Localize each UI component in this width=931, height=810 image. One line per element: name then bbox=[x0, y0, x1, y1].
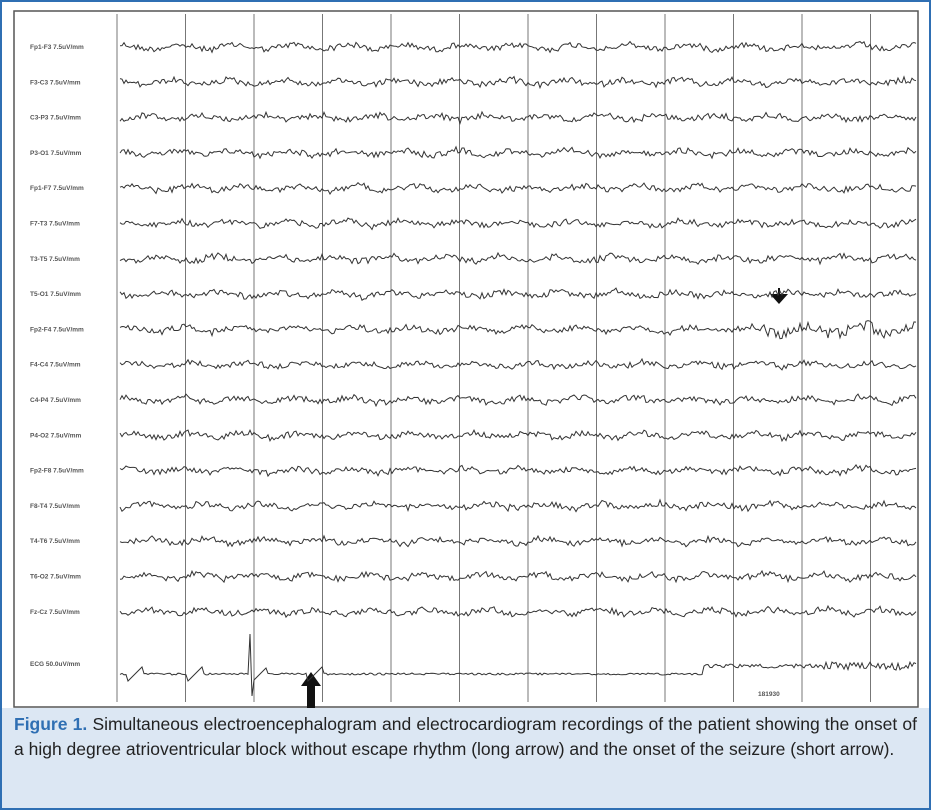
channel-label: T6-O2 7.5uV/mm bbox=[30, 574, 81, 581]
timestamp: 181930 bbox=[758, 691, 780, 698]
channel-label: ECG 50.0uV/mm bbox=[30, 661, 80, 668]
trace bbox=[119, 287, 917, 301]
short-arrow bbox=[770, 288, 788, 304]
channel-label: F3-C3 7.5uV/mm bbox=[30, 79, 81, 86]
caption-label: Figure 1. bbox=[14, 714, 88, 734]
channel-label: P3-O1 7.5uV/mm bbox=[30, 150, 82, 157]
channel-label: C4-P4 7.5uV/mm bbox=[30, 397, 81, 404]
channel-label: C3-P3 7.5uV/mm bbox=[30, 115, 81, 122]
trace bbox=[119, 393, 917, 408]
trace bbox=[119, 428, 917, 443]
channel-label: P4-O2 7.5uV/mm bbox=[30, 432, 82, 439]
trace bbox=[119, 320, 917, 340]
channel-label: Fp1-F7 7.5uV/mm bbox=[30, 185, 84, 192]
long-arrow bbox=[301, 672, 321, 708]
channel-label: T4-T6 7.5uV/mm bbox=[30, 538, 80, 545]
image-border bbox=[13, 10, 919, 708]
trace bbox=[119, 217, 917, 231]
trace bbox=[119, 357, 917, 371]
channel-label: T3-T5 7.5uV/mm bbox=[30, 256, 80, 263]
channel-label: Fz-Cz 7.5uV/mm bbox=[30, 609, 80, 616]
channel-label: Fp2-F8 7.5uV/mm bbox=[30, 468, 84, 475]
channel-label: Fp2-F4 7.5uV/mm bbox=[30, 326, 84, 333]
trace bbox=[119, 633, 917, 697]
trace bbox=[119, 569, 917, 584]
trace bbox=[119, 145, 917, 160]
channel-label: F4-C4 7.5uV/mm bbox=[30, 362, 81, 369]
trace bbox=[119, 251, 917, 266]
channel-label: Fp1-F3 7.5uV/mm bbox=[30, 44, 84, 51]
trace bbox=[119, 181, 917, 195]
channel-label: F7-T3 7.5uV/mm bbox=[30, 221, 80, 228]
channel-label: T5-O1 7.5uV/mm bbox=[30, 291, 81, 298]
caption-text: Simultaneous electroencephalogram and el… bbox=[14, 714, 917, 759]
eeg-figure: Fp1-F3 7.5uV/mm F3-C3 7.5uV/mm C3-P3 7.5uV… bbox=[13, 10, 919, 708]
trace bbox=[119, 464, 917, 478]
trace bbox=[119, 40, 917, 54]
trace bbox=[119, 498, 917, 513]
caption: Figure 1. Simultaneous electroencephalog… bbox=[2, 708, 929, 808]
trace bbox=[119, 75, 917, 90]
trace bbox=[119, 604, 917, 619]
channel-label: F8-T4 7.5uV/mm bbox=[30, 503, 80, 510]
trace bbox=[119, 534, 917, 548]
trace bbox=[119, 110, 917, 126]
